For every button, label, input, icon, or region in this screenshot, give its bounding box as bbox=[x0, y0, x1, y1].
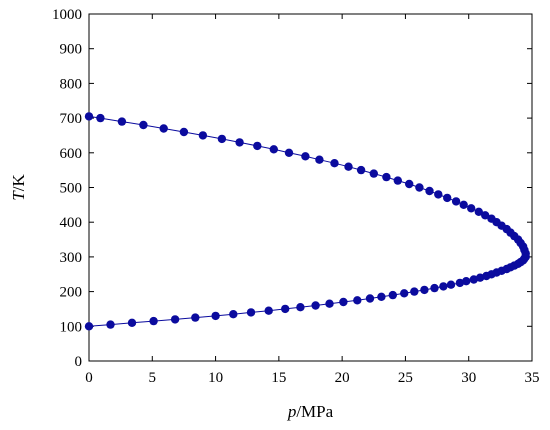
data-point bbox=[388, 290, 397, 300]
data-point bbox=[127, 318, 137, 327]
x-tick-label: 25 bbox=[398, 370, 413, 386]
data-point bbox=[339, 297, 348, 307]
y-tick-label: 300 bbox=[60, 250, 83, 266]
plot-area-frame bbox=[88, 13, 533, 362]
data-point bbox=[139, 120, 148, 130]
data-point bbox=[211, 311, 220, 321]
y-tick-label: 0 bbox=[75, 354, 83, 370]
data-point bbox=[269, 145, 278, 154]
data-point bbox=[377, 292, 386, 301]
data-point bbox=[365, 294, 375, 303]
data-point bbox=[481, 211, 490, 220]
x-tick-label: 30 bbox=[461, 370, 476, 386]
data-point bbox=[284, 148, 294, 157]
data-point bbox=[191, 313, 200, 322]
x-tick-label: 5 bbox=[149, 370, 157, 386]
data-point bbox=[405, 179, 414, 189]
data-point bbox=[462, 277, 471, 286]
data-point bbox=[369, 169, 378, 178]
data-point bbox=[281, 304, 290, 314]
y-tick-label: 800 bbox=[60, 76, 83, 92]
y-axis-var: T bbox=[9, 190, 28, 201]
data-point bbox=[356, 165, 366, 175]
data-point bbox=[451, 197, 461, 206]
data-point bbox=[410, 287, 419, 296]
data-point bbox=[170, 315, 180, 324]
data-point bbox=[487, 214, 496, 223]
x-tick-label: 15 bbox=[271, 370, 286, 386]
data-point bbox=[235, 138, 244, 147]
data-point bbox=[149, 316, 158, 326]
y-tick-label: 200 bbox=[60, 285, 83, 301]
data-point bbox=[446, 280, 456, 289]
series-markers bbox=[84, 112, 530, 331]
x-tick-label: 35 bbox=[525, 370, 540, 386]
data-point bbox=[353, 296, 362, 305]
y-tick-label: 400 bbox=[60, 215, 83, 231]
data-point bbox=[217, 134, 227, 144]
data-point bbox=[179, 127, 189, 137]
data-point bbox=[296, 303, 305, 312]
data-point bbox=[443, 193, 452, 203]
x-axis-var: p bbox=[287, 402, 297, 421]
y-tick-label: 700 bbox=[60, 111, 83, 127]
data-point bbox=[253, 141, 262, 151]
data-point bbox=[430, 283, 439, 293]
data-point bbox=[117, 117, 127, 126]
y-tick-label: 100 bbox=[60, 319, 83, 335]
y-tick-label: 1000 bbox=[52, 7, 82, 23]
data-point bbox=[420, 285, 429, 295]
y-axis-label: T/K bbox=[9, 174, 28, 201]
series-line bbox=[88, 115, 527, 327]
data-point bbox=[425, 186, 434, 196]
data-point bbox=[475, 273, 485, 282]
y-tick-label: 500 bbox=[60, 181, 83, 197]
y-tick-label: 600 bbox=[60, 146, 83, 162]
data-point bbox=[467, 204, 476, 213]
x-axis-ticks: 0 5 10 15 20 25 30 35 bbox=[85, 14, 540, 386]
data-point bbox=[434, 190, 443, 199]
y-tick-label: 900 bbox=[60, 42, 83, 58]
data-point bbox=[96, 113, 105, 123]
y-axis-unit: /K bbox=[9, 174, 28, 192]
data-point bbox=[344, 162, 353, 171]
data-point bbox=[301, 152, 310, 161]
data-point bbox=[415, 183, 424, 192]
data-point bbox=[159, 124, 168, 133]
x-tick-label: 10 bbox=[208, 370, 223, 386]
x-axis-unit: /MPa bbox=[296, 402, 333, 421]
data-point bbox=[106, 320, 115, 329]
data-point bbox=[325, 299, 334, 308]
data-point bbox=[84, 112, 94, 121]
data-point bbox=[330, 159, 339, 168]
x-tick-label: 0 bbox=[85, 370, 93, 386]
x-axis-label: p/MPa bbox=[287, 402, 334, 421]
data-point bbox=[264, 306, 273, 315]
data-point bbox=[393, 176, 402, 185]
data-point bbox=[315, 155, 324, 164]
data-point bbox=[382, 172, 391, 182]
y-axis-ticks: 0 100 200 300 400 500 600 700 800 900 1000 bbox=[52, 7, 532, 370]
data-point bbox=[198, 131, 208, 140]
data-point bbox=[459, 200, 468, 209]
data-point bbox=[84, 322, 94, 331]
data-point bbox=[311, 301, 320, 310]
data-point bbox=[229, 310, 238, 319]
data-point bbox=[455, 278, 465, 288]
data-point bbox=[246, 308, 256, 317]
data-point bbox=[474, 207, 483, 216]
data-point bbox=[469, 275, 478, 284]
x-tick-label: 20 bbox=[335, 370, 350, 386]
data-point bbox=[439, 282, 448, 291]
data-point bbox=[400, 289, 409, 298]
